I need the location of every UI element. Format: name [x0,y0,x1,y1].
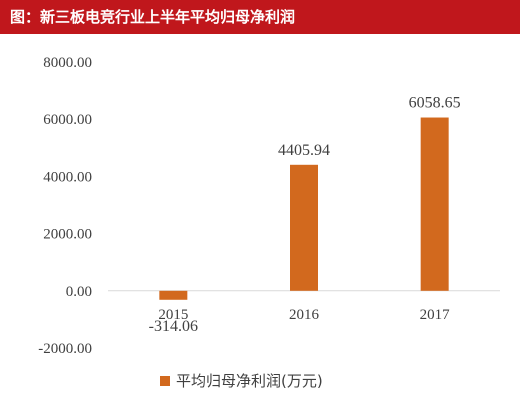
x-tick-label: 2016 [289,307,320,323]
bar-2015 [159,290,188,300]
bar-2017 [420,117,449,291]
y-tick-label: 2000.00 [43,227,92,243]
y-tick-label: 0.00 [66,284,92,300]
chart-title: 图：新三板电竞行业上半年平均归母净利润 [0,0,520,34]
y-tick-label: 6000.00 [43,112,92,128]
y-tick-label: 4000.00 [43,169,92,185]
x-tick-label: 2017 [420,307,451,323]
legend-label: 平均归母净利润(万元) [176,372,323,390]
y-tick-label: -2000.00 [38,341,92,357]
legend-swatch [160,376,170,386]
data-label-2017: 6058.65 [409,95,461,112]
data-label-2016: 4405.94 [278,142,330,159]
x-tick-label: 2015 [158,307,188,323]
bar-2016 [290,164,318,291]
data-label-2015: -314.06 [149,318,198,335]
y-tick-label: 8000.00 [43,55,92,71]
